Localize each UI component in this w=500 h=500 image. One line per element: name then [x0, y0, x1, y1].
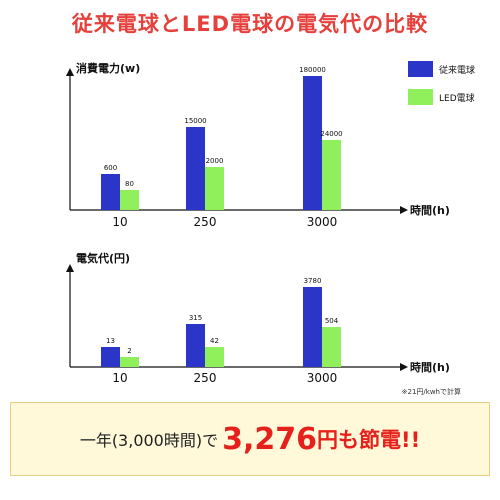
data-label: 42 [210, 337, 219, 345]
x-tick-label: 10 [112, 371, 127, 385]
bar-led [120, 190, 139, 210]
banner-suffix: 円も節電!! [317, 428, 421, 452]
data-label: 2000 [206, 157, 224, 165]
data-label: 13 [106, 337, 115, 345]
data-label: 504 [325, 317, 339, 325]
bar-incandescent [303, 76, 322, 210]
x-axis-label: 時間(h) [410, 360, 450, 374]
bar-incandescent [186, 127, 205, 210]
bar-led [120, 357, 139, 367]
banner-prefix: 一年(3,000時間)で [79, 431, 219, 450]
data-label: 600 [104, 164, 117, 172]
x-tick-label: 3000 [307, 215, 338, 229]
bar-led [322, 327, 341, 367]
bar-led [205, 347, 224, 367]
legend-label-incandescent: 従来電球 [439, 64, 475, 76]
bar-led [205, 167, 224, 210]
x-tick-label: 3000 [307, 371, 338, 385]
bar-incandescent [101, 347, 120, 367]
savings-banner: 一年(3,000時間)で 3,276 円も節電!! [10, 402, 490, 476]
banner-amount: 3,276 [222, 421, 318, 457]
y-axis-arrow [66, 264, 74, 272]
bar-led [322, 140, 341, 210]
x-tick-label: 250 [194, 215, 217, 229]
footnote: ※21円/kwhで計算 [402, 387, 461, 396]
x-axis-label: 時間(h) [410, 203, 450, 217]
data-label: 3780 [304, 277, 322, 285]
bar-incandescent [303, 287, 322, 367]
data-label: 315 [189, 314, 202, 322]
data-label: 80 [125, 180, 134, 188]
legend-swatch-led [408, 89, 433, 105]
y-axis-label: 消費電力(w) [76, 61, 140, 75]
x-axis-arrow [400, 206, 408, 214]
x-tick-label: 250 [194, 371, 217, 385]
bar-incandescent [101, 174, 120, 210]
y-axis-label: 電気代(円) [76, 251, 130, 265]
x-tick-label: 10 [112, 215, 127, 229]
bar-incandescent [186, 324, 205, 367]
data-label: 15000 [184, 117, 206, 125]
data-label: 180000 [299, 66, 326, 74]
data-label: 24000 [320, 130, 342, 138]
data-label: 2 [127, 347, 131, 355]
legend-swatch-incandescent [408, 61, 433, 77]
x-axis-arrow [400, 363, 408, 371]
chart-title: 従来電球とLED電球の電気代の比較 [71, 12, 429, 36]
y-axis-arrow [66, 68, 74, 76]
legend-label-led: LED電球 [439, 92, 475, 104]
